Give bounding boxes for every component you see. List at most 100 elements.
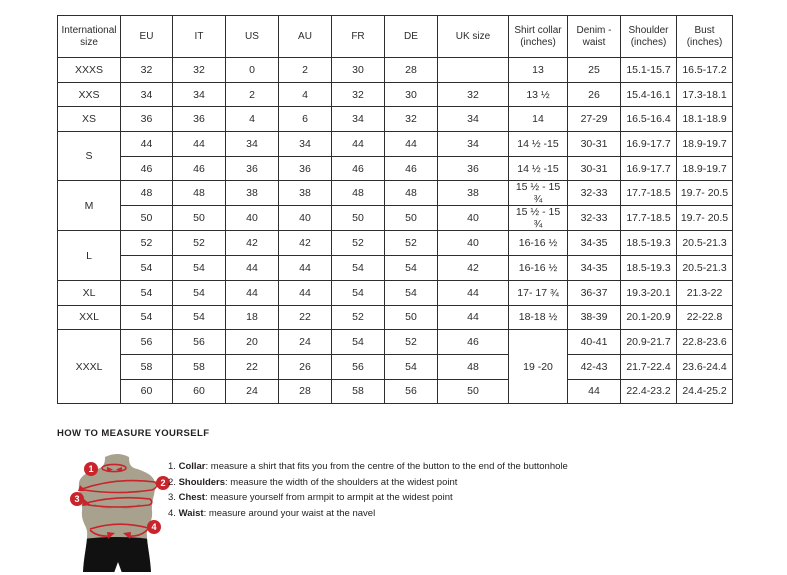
table-cell: 6	[278, 106, 332, 133]
size-group-label: XXL	[57, 304, 121, 331]
table-cell: 4	[278, 81, 332, 108]
table-cell: 30-31	[567, 131, 621, 157]
table-cell: 27-29	[567, 106, 621, 133]
table-cell: 13	[508, 57, 568, 83]
table-cell: 18.5-19.3	[620, 230, 677, 257]
table-cell: 28	[278, 378, 332, 405]
table-cell: 52	[384, 230, 438, 257]
column-header: EU	[120, 15, 173, 58]
table-cell: 44	[437, 279, 509, 306]
table-row: L 52 52 42 42 52 52 40 16-16 ½ 34-35 18.5-19.3 20.5…	[57, 230, 733, 281]
table-cell: 34	[172, 81, 226, 108]
table-cell: 32	[437, 81, 509, 108]
chest-arrow	[82, 499, 91, 506]
table-cell: 44	[225, 255, 279, 281]
table-cell: 54	[172, 304, 226, 331]
table-row: XXXS 32 32 0 2 30 28 13 25 15.1-15.7 16.5-17.2	[57, 57, 733, 83]
table-cell: 54	[384, 255, 438, 281]
table-cell: 34-35	[567, 255, 621, 281]
table-cell: 38	[437, 180, 509, 207]
table-cell: 46	[437, 329, 509, 355]
table-row: 54 54 44 44 54 54 42 16-16 ½ 34-35 18.5-19.3 20.5-…	[58, 255, 733, 281]
table-cell: 44	[567, 378, 621, 405]
table-cell: 48	[331, 180, 385, 207]
table-row: 50 50 40 40 50 50 40 15 ½ - 15 ¾ 32-33 17.7-18.5 1…	[58, 205, 733, 232]
table-cell: 22.8-23.6	[676, 329, 733, 355]
table-cell: 46	[172, 155, 226, 182]
table-cell: 52	[172, 230, 226, 257]
table-cell: 20.1-20.9	[620, 304, 677, 331]
table-cell: 34-35	[567, 230, 621, 257]
table-cell: 54	[120, 255, 173, 281]
table-cell: 48	[437, 353, 509, 380]
column-header: UK size	[437, 15, 509, 58]
table-header: International size EU IT US AU FR DE UK size Shi…	[57, 15, 733, 58]
step-desc: : measure the width of the shoulders at …	[225, 476, 458, 488]
size-group-label: L	[57, 230, 121, 281]
shoulders-measure-line	[81, 479, 158, 494]
table-cell: 19.7- 20.5	[676, 205, 733, 232]
step-desc: : measure a shirt that fits you from the…	[205, 461, 568, 472]
table-cell: 22.4-23.2	[620, 378, 677, 405]
table-cell: 24	[278, 329, 332, 355]
figure-badge-4: 4	[147, 520, 161, 534]
step-number: 2.	[168, 476, 176, 488]
table-cell: 40	[225, 205, 279, 232]
step-desc: : measure yourself from armpit to armpit…	[204, 492, 453, 503]
step-number: 1.	[168, 461, 176, 472]
table-cell: 32	[172, 57, 226, 83]
table-cell: 54	[384, 353, 438, 380]
table-cell: 50	[384, 304, 438, 331]
table-cell: 44	[278, 255, 332, 281]
figure-badge-3: 3	[70, 492, 84, 506]
table-cell: 44	[120, 131, 173, 157]
size-group-label: XXXL	[57, 329, 121, 405]
table-cell: 30	[384, 81, 438, 108]
table-cell: 21.7-22.4	[620, 353, 677, 380]
table-cell: 19.7- 20.5	[676, 180, 733, 207]
table-cell: 56	[172, 329, 226, 355]
table-cell: 48	[172, 180, 226, 207]
table-cell: 44	[225, 279, 279, 306]
table-cell	[437, 57, 509, 83]
table-cell: 44	[437, 304, 509, 331]
table-cell: 56	[331, 353, 385, 380]
measure-instructions: 1. Collar: measure a shirt that fits you…	[168, 459, 568, 521]
table-row: XXS 34 34 2 4 32 30 32 13 ½ 26 15.4-16.1 17.3-18.1	[57, 81, 733, 108]
table-cell: 40	[437, 230, 509, 257]
table-cell: 52	[331, 304, 385, 331]
figure-badge-2: 2	[156, 476, 170, 490]
collar-measure-line	[101, 463, 127, 473]
table-cell: 18.5-19.3	[620, 255, 677, 281]
table-cell: 15 ½ - 15 ¾	[508, 180, 568, 207]
table-cell: 46	[120, 155, 173, 182]
table-cell: 58	[120, 353, 173, 380]
table-cell: 22	[278, 304, 332, 331]
measure-step-waist: 4. Waist: measure around your waist at t…	[168, 506, 568, 522]
table-row: XS 36 36 4 6 34 32 34 14 27-29 16.5-16.4 18.1-18.9	[57, 106, 733, 133]
table-cell: 54	[331, 279, 385, 306]
table-row: 58 58 22 26 56 54 48 42-43 21.7-22.4 23.6-24.4	[58, 353, 733, 380]
table-cell: 17.7-18.5	[620, 205, 677, 232]
table-cell: 46	[384, 155, 438, 182]
table-cell: 34	[278, 131, 332, 157]
svg-text:2: 2	[160, 478, 165, 488]
table-cell: 20.9-21.7	[620, 329, 677, 355]
table-cell: 44	[278, 279, 332, 306]
table-cell: 18-18 ½	[508, 304, 568, 331]
table-cell: 24	[225, 378, 279, 405]
table-row: 60 60 24 28 58 56 50 44 22.4-23.2 24.4-25.2	[58, 378, 733, 405]
table-cell: 34	[331, 106, 385, 133]
table-cell: 32	[331, 81, 385, 108]
table-cell: 44	[384, 131, 438, 157]
step-number: 3.	[168, 492, 176, 503]
table-cell: 16.5-17.2	[676, 57, 733, 83]
size-group-label: XL	[57, 279, 121, 306]
table-cell: 2	[278, 57, 332, 83]
how-to-measure-section: HOW TO MEASURE YOURSELF	[57, 428, 757, 572]
table-cell: 18.9-19.7	[676, 155, 733, 182]
table-cell: 36	[120, 106, 173, 133]
table-cell: 20	[225, 329, 279, 355]
figure-badge-1: 1	[84, 462, 98, 476]
table-cell: 34	[225, 131, 279, 157]
